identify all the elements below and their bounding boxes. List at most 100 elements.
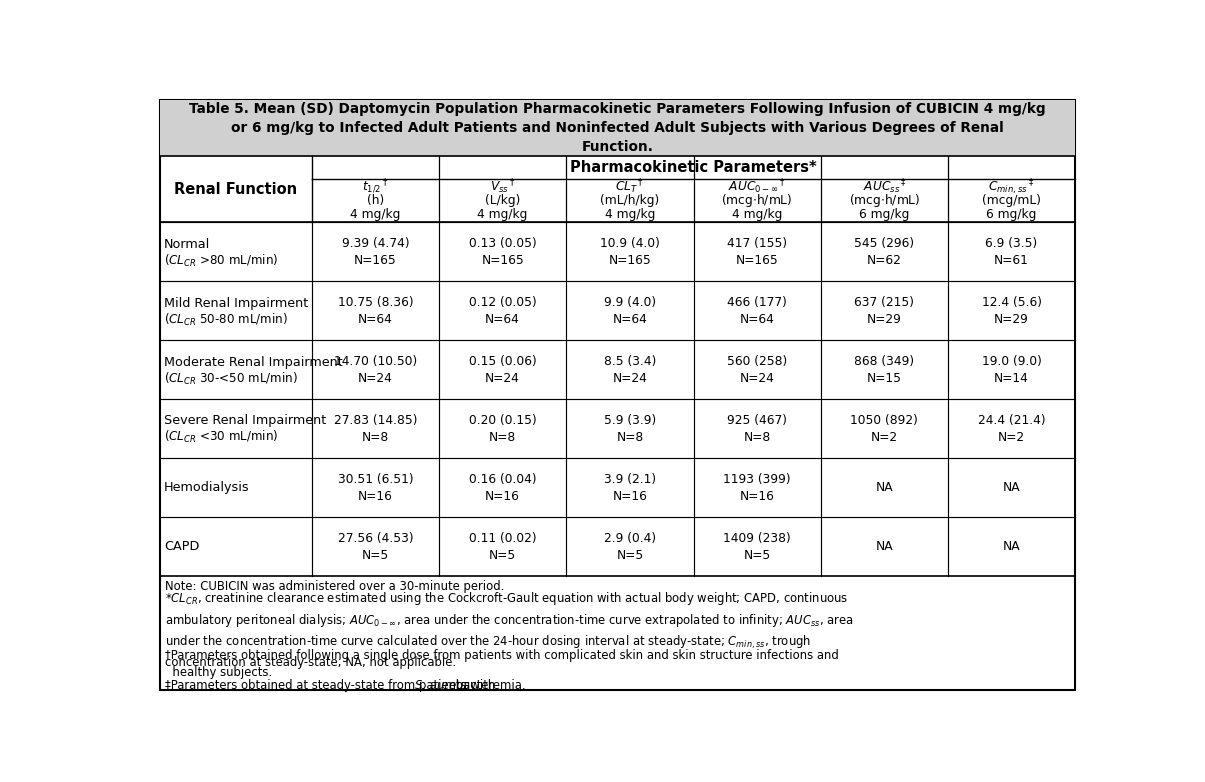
- Text: N=5: N=5: [489, 549, 516, 561]
- Text: 30.51 (6.51): 30.51 (6.51): [337, 473, 413, 486]
- Text: Pharmacokinetic Parameters*: Pharmacokinetic Parameters*: [570, 160, 817, 175]
- Text: 6 mg/kg: 6 mg/kg: [859, 208, 910, 221]
- Text: N=62: N=62: [866, 254, 901, 267]
- Text: N=165: N=165: [481, 254, 524, 267]
- Text: 2.9 (0.4): 2.9 (0.4): [604, 532, 656, 544]
- Text: 637 (215): 637 (215): [854, 296, 915, 309]
- Text: 5.9 (3.9): 5.9 (3.9): [604, 414, 656, 427]
- Text: 3.9 (2.1): 3.9 (2.1): [604, 473, 656, 486]
- Text: NA: NA: [1003, 540, 1021, 553]
- Text: ($CL_{CR}$ 50-80 mL/min): ($CL_{CR}$ 50-80 mL/min): [164, 311, 288, 328]
- Bar: [160, 100, 1075, 156]
- Text: N=16: N=16: [358, 490, 393, 503]
- Text: 6 mg/kg: 6 mg/kg: [987, 208, 1036, 221]
- Text: Renal Function: Renal Function: [175, 182, 298, 197]
- Text: $V_{ss}$$^\dagger$: $V_{ss}$$^\dagger$: [490, 178, 516, 196]
- Text: Mild Renal Impairment: Mild Renal Impairment: [164, 296, 308, 310]
- Text: 19.0 (9.0): 19.0 (9.0): [982, 355, 1041, 368]
- Text: 0.16 (0.04): 0.16 (0.04): [469, 473, 536, 486]
- Text: N=29: N=29: [866, 313, 901, 326]
- Text: N=5: N=5: [616, 549, 643, 561]
- Text: N=2: N=2: [998, 431, 1025, 444]
- Text: N=14: N=14: [994, 372, 1029, 385]
- Text: $C_{min,ss}$$^\ddagger$: $C_{min,ss}$$^\ddagger$: [988, 177, 1035, 197]
- Text: 14.70 (10.50): 14.70 (10.50): [334, 355, 417, 368]
- Text: N=24: N=24: [486, 372, 521, 385]
- Text: N=24: N=24: [612, 372, 647, 385]
- Text: ‡Parameters obtained at steady-state from patients with: ‡Parameters obtained at steady-state fro…: [165, 679, 499, 691]
- Text: (mcg$\cdot$h/mL): (mcg$\cdot$h/mL): [848, 192, 921, 210]
- Text: (mcg$\cdot$h/mL): (mcg$\cdot$h/mL): [722, 192, 793, 210]
- Text: †Parameters obtained following a single dose from patients with complicated skin: †Parameters obtained following a single …: [165, 649, 839, 680]
- Text: N=165: N=165: [736, 254, 778, 267]
- Text: Table 5. Mean (SD) Daptomycin Population Pharmacokinetic Parameters Following In: Table 5. Mean (SD) Daptomycin Population…: [189, 102, 1046, 154]
- Text: 1050 (892): 1050 (892): [851, 414, 918, 427]
- Text: N=24: N=24: [740, 372, 775, 385]
- Text: 0.20 (0.15): 0.20 (0.15): [469, 414, 536, 427]
- Text: $AUC_{ss}$$^\ddagger$: $AUC_{ss}$$^\ddagger$: [863, 178, 906, 196]
- Text: 4 mg/kg: 4 mg/kg: [731, 208, 782, 221]
- Text: N=64: N=64: [740, 313, 775, 326]
- Text: 0.12 (0.05): 0.12 (0.05): [469, 296, 536, 309]
- Text: 9.9 (4.0): 9.9 (4.0): [604, 296, 656, 309]
- Text: 560 (258): 560 (258): [727, 355, 787, 368]
- Text: S. aureus: S. aureus: [415, 679, 470, 691]
- Text: (h): (h): [366, 195, 384, 207]
- Text: 0.13 (0.05): 0.13 (0.05): [469, 237, 536, 250]
- Text: $t_{1/2}$$^\dagger$: $t_{1/2}$$^\dagger$: [363, 178, 389, 196]
- Text: N=15: N=15: [866, 372, 901, 385]
- Text: N=16: N=16: [740, 490, 775, 503]
- Text: CAPD: CAPD: [164, 540, 199, 553]
- Text: 9.39 (4.74): 9.39 (4.74): [342, 237, 410, 250]
- Text: N=5: N=5: [743, 549, 771, 561]
- Text: 10.75 (8.36): 10.75 (8.36): [337, 296, 413, 309]
- Text: bacteremia.: bacteremia.: [452, 679, 525, 691]
- Text: 6.9 (3.5): 6.9 (3.5): [986, 237, 1038, 250]
- Text: N=16: N=16: [612, 490, 647, 503]
- Text: 1193 (399): 1193 (399): [723, 473, 790, 486]
- Text: 868 (349): 868 (349): [854, 355, 915, 368]
- Text: N=16: N=16: [486, 490, 521, 503]
- Text: 0.11 (0.02): 0.11 (0.02): [469, 532, 536, 544]
- Text: NA: NA: [876, 481, 893, 494]
- Text: $AUC_{0-\infty}$$^\dagger$: $AUC_{0-\infty}$$^\dagger$: [728, 178, 786, 196]
- Text: Note: CUBICIN was administered over a 30-minute period.: Note: CUBICIN was administered over a 30…: [165, 579, 505, 593]
- Text: N=64: N=64: [486, 313, 521, 326]
- Text: N=2: N=2: [871, 431, 898, 444]
- Text: 24.4 (21.4): 24.4 (21.4): [977, 414, 1046, 427]
- Text: 925 (467): 925 (467): [727, 414, 787, 427]
- Text: Moderate Renal Impairment: Moderate Renal Impairment: [164, 356, 342, 368]
- Text: 4 mg/kg: 4 mg/kg: [351, 208, 400, 221]
- Text: 4 mg/kg: 4 mg/kg: [605, 208, 656, 221]
- Text: NA: NA: [876, 540, 893, 553]
- Text: Severe Renal Impairment: Severe Renal Impairment: [164, 414, 327, 428]
- Text: 27.56 (4.53): 27.56 (4.53): [337, 532, 413, 544]
- Text: N=29: N=29: [994, 313, 1029, 326]
- Text: (L/kg): (L/kg): [484, 195, 521, 207]
- Text: N=8: N=8: [743, 431, 771, 444]
- Text: N=8: N=8: [489, 431, 516, 444]
- Text: Hemodialysis: Hemodialysis: [164, 481, 249, 494]
- Text: Normal: Normal: [164, 238, 210, 251]
- Text: 10.9 (4.0): 10.9 (4.0): [600, 237, 660, 250]
- Text: N=165: N=165: [609, 254, 651, 267]
- Text: 1409 (238): 1409 (238): [723, 532, 790, 544]
- Text: ($CL_{CR}$ <30 mL/min): ($CL_{CR}$ <30 mL/min): [164, 429, 278, 446]
- Text: 417 (155): 417 (155): [727, 237, 787, 250]
- Text: ($CL_{CR}$ 30-<50 mL/min): ($CL_{CR}$ 30-<50 mL/min): [164, 371, 298, 386]
- Text: N=64: N=64: [612, 313, 647, 326]
- Text: N=5: N=5: [362, 549, 389, 561]
- Text: ($CL_{CR}$ >80 mL/min): ($CL_{CR}$ >80 mL/min): [164, 253, 278, 269]
- Text: 545 (296): 545 (296): [854, 237, 915, 250]
- Text: N=64: N=64: [358, 313, 393, 326]
- Text: 466 (177): 466 (177): [727, 296, 787, 309]
- Text: 0.15 (0.06): 0.15 (0.06): [469, 355, 536, 368]
- Text: (mL/h/kg): (mL/h/kg): [600, 195, 659, 207]
- Text: *$CL_{CR}$, creatinine clearance estimated using the Cockcroft-Gault equation wi: *$CL_{CR}$, creatinine clearance estimat…: [165, 590, 854, 669]
- Text: N=8: N=8: [616, 431, 643, 444]
- Text: N=24: N=24: [358, 372, 393, 385]
- Text: $CL_T$$^\dagger$: $CL_T$$^\dagger$: [616, 178, 645, 196]
- Text: N=165: N=165: [354, 254, 396, 267]
- Text: 27.83 (14.85): 27.83 (14.85): [334, 414, 417, 427]
- Text: NA: NA: [1003, 481, 1021, 494]
